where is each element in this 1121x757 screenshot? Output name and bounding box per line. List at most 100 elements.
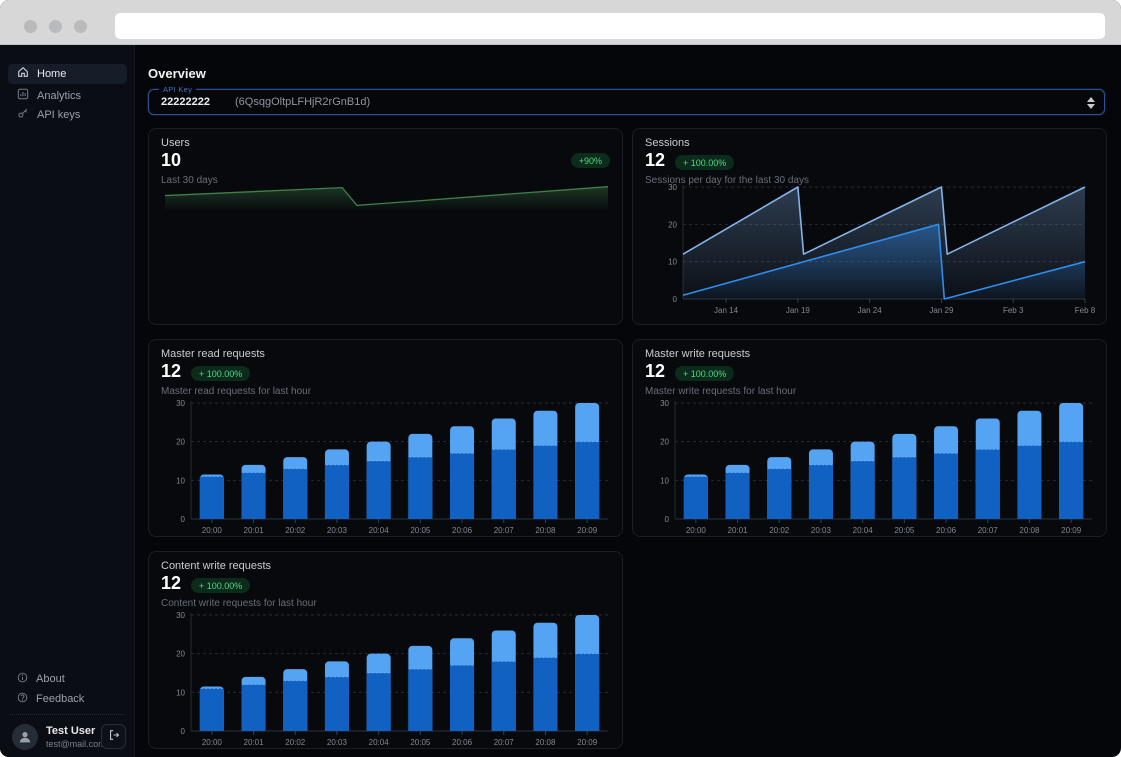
svg-text:Feb 8: Feb 8 <box>1075 306 1096 315</box>
svg-text:20:07: 20:07 <box>494 526 515 535</box>
content-write-bar-chart: 0 10 20 30 20:00 20:01 20:02 20:03 20:04 20:05 20:… <box>176 611 608 747</box>
svg-text:20:03: 20:03 <box>811 526 832 535</box>
trend-badge: + 100.00% <box>675 366 735 381</box>
svg-text:10: 10 <box>660 476 669 485</box>
svg-text:20:00: 20:00 <box>202 526 223 535</box>
card-value: 10 <box>161 150 182 170</box>
svg-text:20:06: 20:06 <box>452 738 473 747</box>
card-subtitle: Sessions per day for the last 30 days <box>645 175 809 186</box>
card-subtitle: Content write requests for last hour <box>161 598 317 609</box>
card-title: Sessions <box>645 137 690 149</box>
card-title: Users <box>161 137 190 149</box>
svg-text:20:09: 20:09 <box>1061 526 1082 535</box>
svg-text:20:07: 20:07 <box>494 738 515 747</box>
svg-text:10: 10 <box>176 476 185 485</box>
svg-text:Jan 24: Jan 24 <box>858 306 883 315</box>
svg-text:20:06: 20:06 <box>936 526 957 535</box>
api-key-select-label: API Key <box>159 85 197 94</box>
svg-text:30: 30 <box>660 399 669 408</box>
sidebar-item-label: Feedback <box>36 693 85 705</box>
home-icon <box>17 65 29 83</box>
sidebar-item-label: About <box>36 673 65 685</box>
svg-text:20:07: 20:07 <box>978 526 999 535</box>
svg-text:20:03: 20:03 <box>327 526 348 535</box>
card-value: 12 <box>161 573 182 593</box>
url-bar[interactable] <box>115 13 1105 39</box>
svg-text:20:08: 20:08 <box>535 738 556 747</box>
svg-text:30: 30 <box>176 611 185 620</box>
sidebar-item-about[interactable]: About <box>8 670 127 688</box>
svg-text:20: 20 <box>176 438 185 447</box>
svg-text:20:05: 20:05 <box>410 738 431 747</box>
card-users: Users 10 +90% Last 30 days <box>148 128 623 325</box>
svg-text:Jan 14: Jan 14 <box>714 306 739 315</box>
svg-text:20:05: 20:05 <box>410 526 431 535</box>
sidebar-item-home[interactable]: Home <box>8 64 127 84</box>
key-icon <box>17 106 29 124</box>
card-value: 12 <box>161 361 182 381</box>
api-key-select[interactable]: API Key 22222222 (6QsqgOltpLFHjR2rGnB1d) <box>148 85 1105 115</box>
svg-text:20:04: 20:04 <box>369 526 390 535</box>
card-master-write-requests: Master write requests 12 + 100.00% Maste… <box>632 339 1107 537</box>
master-read-bar-chart: 0 10 20 30 20:00 20:01 20:02 20:03 20:04 20:05 20:… <box>176 399 608 535</box>
svg-text:20:01: 20:01 <box>728 526 749 535</box>
svg-text:10: 10 <box>176 688 185 697</box>
svg-text:20: 20 <box>668 220 677 229</box>
svg-text:0: 0 <box>181 515 186 524</box>
svg-text:0: 0 <box>673 295 678 304</box>
sidebar-divider <box>10 714 125 715</box>
card-content-write-requests: Content write requests 12 + 100.00% Cont… <box>148 551 623 749</box>
svg-text:Feb 3: Feb 3 <box>1003 306 1024 315</box>
sidebar-item-api-keys[interactable]: API keys <box>8 105 127 125</box>
analytics-icon <box>17 87 29 105</box>
page-title: Overview <box>148 66 206 81</box>
users-sparkline-chart <box>164 186 609 210</box>
logout-icon <box>108 728 120 746</box>
avatar <box>12 724 38 750</box>
trend-badge: +90% <box>570 153 610 168</box>
svg-text:20:01: 20:01 <box>244 526 265 535</box>
sidebar-item-label: Home <box>37 68 67 80</box>
svg-text:30: 30 <box>668 184 677 192</box>
sessions-area-chart: 0 10 20 30 Jan 14 Jan 19 Jan 24 Jan 29 Feb 3 Feb … <box>668 184 1096 315</box>
svg-text:20:08: 20:08 <box>1019 526 1040 535</box>
feedback-icon <box>17 690 28 708</box>
user-email: test@mail.com <box>46 739 106 749</box>
svg-text:20:06: 20:06 <box>452 526 473 535</box>
window-close-button[interactable] <box>24 20 37 33</box>
sidebar-item-analytics[interactable]: Analytics <box>8 86 127 106</box>
svg-text:0: 0 <box>181 727 186 736</box>
window-minimize-button[interactable] <box>49 20 62 33</box>
svg-text:20:00: 20:00 <box>686 526 707 535</box>
card-value: 12 <box>645 150 666 170</box>
logout-button[interactable] <box>101 724 126 749</box>
svg-text:Jan 19: Jan 19 <box>786 306 811 315</box>
trend-badge: + 100.00% <box>675 155 735 170</box>
svg-text:20: 20 <box>176 650 185 659</box>
svg-text:Jan 29: Jan 29 <box>929 306 954 315</box>
master-write-bar-chart: 0 10 20 30 20:00 20:01 20:02 20:03 20:04 20:05 20:… <box>660 399 1092 535</box>
svg-text:20:03: 20:03 <box>327 738 348 747</box>
card-subtitle: Last 30 days <box>161 175 218 186</box>
sidebar-item-label: API keys <box>37 109 81 121</box>
card-title: Master read requests <box>161 348 265 360</box>
window-maximize-button[interactable] <box>74 20 87 33</box>
card-value: 12 <box>645 361 666 381</box>
svg-text:0: 0 <box>665 515 670 524</box>
svg-text:20:04: 20:04 <box>853 526 874 535</box>
card-sessions: Sessions 12 + 100.00% Sessions per day f… <box>632 128 1107 325</box>
api-key-value: (6QsqgOltpLFHjR2rGnB1d) <box>235 96 371 108</box>
svg-text:20:05: 20:05 <box>894 526 915 535</box>
card-subtitle: Master write requests for last hour <box>645 386 797 397</box>
info-icon <box>17 670 28 688</box>
card-master-read-requests: Master read requests 12 + 100.00% Master… <box>148 339 623 537</box>
svg-text:20:04: 20:04 <box>369 738 390 747</box>
select-chevrons-icon <box>1086 95 1095 111</box>
sidebar-item-label: Analytics <box>37 90 82 102</box>
sidebar-item-feedback[interactable]: Feedback <box>8 690 127 708</box>
svg-text:20:02: 20:02 <box>285 738 306 747</box>
svg-text:30: 30 <box>176 399 185 408</box>
sidebar: Home Analytics API keys About Feedback <box>0 45 135 757</box>
trend-badge: + 100.00% <box>191 366 251 381</box>
